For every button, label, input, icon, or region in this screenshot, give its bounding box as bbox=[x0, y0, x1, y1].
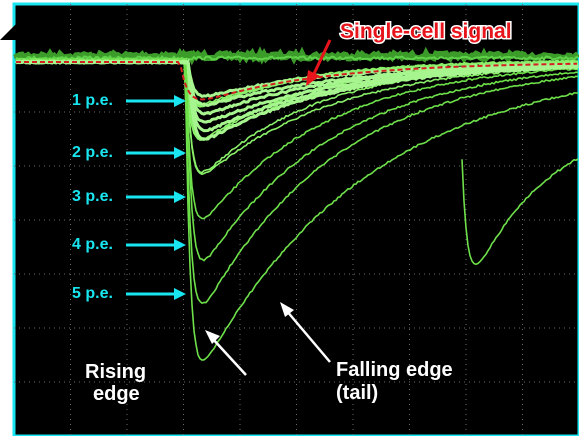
rising-label: Rising bbox=[85, 361, 146, 383]
signal-label: Single-cell signal bbox=[340, 20, 512, 43]
falling-label: (tail) bbox=[336, 382, 378, 404]
pe-label: 5 p.e. bbox=[72, 285, 113, 302]
pe-label: 4 p.e. bbox=[72, 236, 113, 253]
falling-label: Falling edge bbox=[336, 359, 453, 381]
rising-label: edge bbox=[93, 383, 140, 405]
pe-label: 3 p.e. bbox=[72, 188, 113, 205]
pe-label: 1 p.e. bbox=[72, 92, 113, 109]
oscilloscope-figure: 1 p.e. 2 p.e. 3 p.e. 4 p.e. 5 p.e. Single-ce… bbox=[0, 0, 579, 436]
pe-label: 2 p.e. bbox=[72, 144, 113, 161]
